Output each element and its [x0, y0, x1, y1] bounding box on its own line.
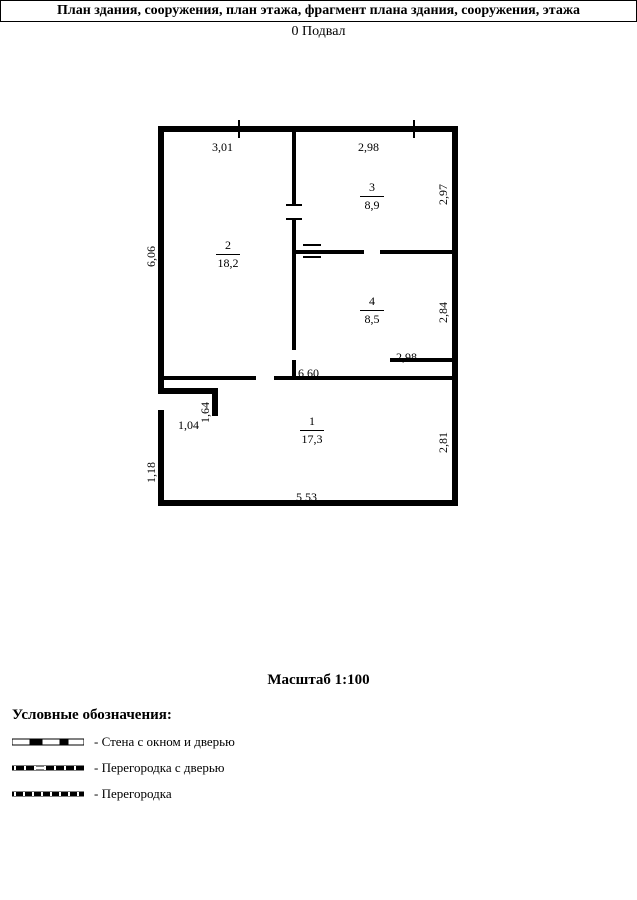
legend-label: - Перегородка с дверью [94, 760, 225, 776]
dimension-label: 1,18 [144, 462, 159, 483]
room-label: 38,9 [360, 180, 384, 213]
room-label: 218,2 [216, 238, 240, 271]
dimension-label: 5,53 [296, 490, 317, 505]
scale-label: Масштаб 1:100 [0, 672, 637, 689]
page-title: План здания, сооружения, план этажа, фра… [0, 0, 637, 22]
dimension-label: 2,98 [358, 140, 379, 155]
dimension-label: 6,60 [298, 366, 319, 381]
dimension-label: 6,06 [144, 246, 159, 267]
dimension-label: 3,01 [212, 140, 233, 155]
legend-row: - Перегородка с дверью [12, 760, 637, 776]
dimension-label: 2,81 [436, 432, 451, 453]
dimension-label: 2,84 [436, 302, 451, 323]
legend-title: Условные обозначения: [12, 707, 637, 724]
floorplan-viewport: 117,3 218,2 38,9 48,5 3,01 2,98 6,06 2,97 2,84 2,… [0, 42, 637, 512]
room-label: 48,5 [360, 294, 384, 327]
room-label: 117,3 [300, 414, 324, 447]
legend: - Стена с окном и дверью - Перегородка с … [12, 734, 637, 802]
wall-window-door-icon [12, 736, 84, 748]
dimension-label: 2,97 [436, 184, 451, 205]
page-subtitle: 0 Подвал [0, 22, 637, 42]
legend-row: - Перегородка [12, 786, 637, 802]
legend-label: - Стена с окном и дверью [94, 734, 235, 750]
dimension-label: 2,98 [396, 350, 417, 365]
legend-row: - Стена с окном и дверью [12, 734, 637, 750]
legend-label: - Перегородка [94, 786, 172, 802]
partition-door-icon [12, 762, 84, 774]
partition-icon [12, 788, 84, 800]
dimension-label: 1,04 [178, 418, 199, 433]
dimension-label: 1,64 [198, 402, 213, 423]
